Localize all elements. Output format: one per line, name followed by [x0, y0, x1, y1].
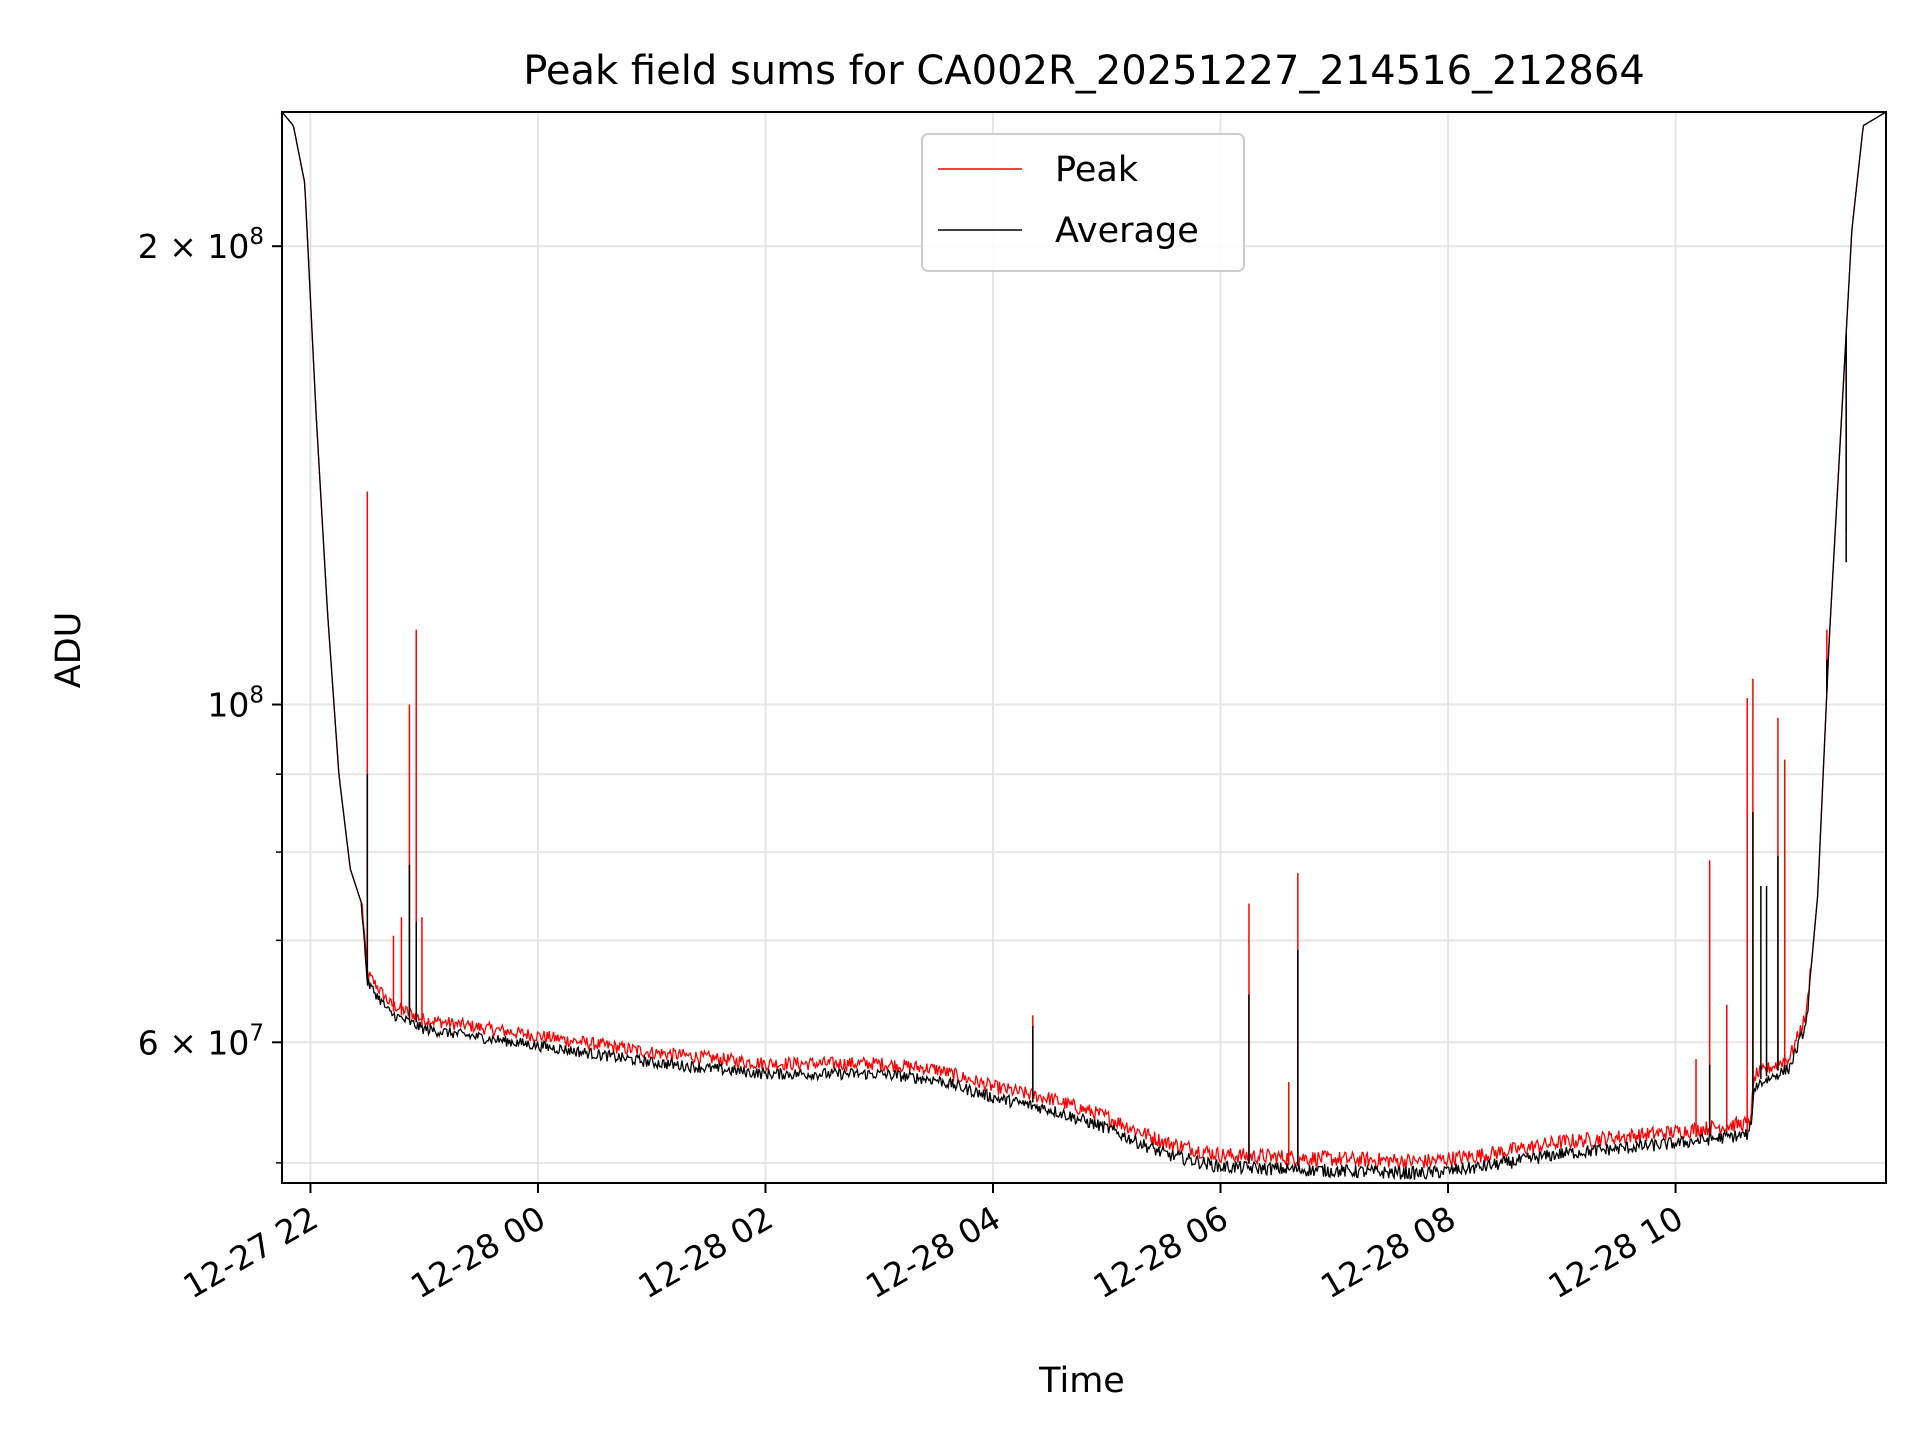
y-axis-label: ADU [49, 612, 89, 689]
y-tick-label: 2 × 108 [138, 224, 264, 266]
x-axis: 12-27 22 12-28 00 12-28 02 12-28 04 12-28 06… [176, 1183, 1690, 1306]
peak-series-line [282, 112, 1886, 1171]
legend-average-label: Average [1055, 211, 1199, 251]
x-axis-label: Time [1038, 1361, 1125, 1401]
chart-title: Peak field sums for CA002R_20251227_2145… [523, 48, 1645, 94]
series-layer [282, 112, 1886, 1181]
average-series-line [282, 112, 1886, 1181]
y-tick-label: 108 [207, 683, 264, 725]
y-axis: 6 × 107 108 2 × 108 [138, 224, 282, 1164]
x-tick-label: 12-28 04 [859, 1198, 1007, 1306]
x-tick-label: 12-28 06 [1087, 1198, 1235, 1306]
x-tick-label: 12-28 02 [631, 1198, 779, 1306]
x-tick-label: 12-28 00 [404, 1198, 552, 1306]
y-tick-label: 6 × 107 [138, 1020, 264, 1062]
legend-peak-label: Peak [1055, 150, 1139, 190]
plot-frame [281, 111, 1887, 1184]
x-tick-label: 12-28 08 [1314, 1198, 1462, 1306]
x-tick-label: 12-28 10 [1542, 1198, 1690, 1306]
x-tick-label: 12-27 22 [176, 1198, 324, 1306]
grid [282, 112, 1886, 1183]
legend: Peak Average [921, 133, 1245, 272]
